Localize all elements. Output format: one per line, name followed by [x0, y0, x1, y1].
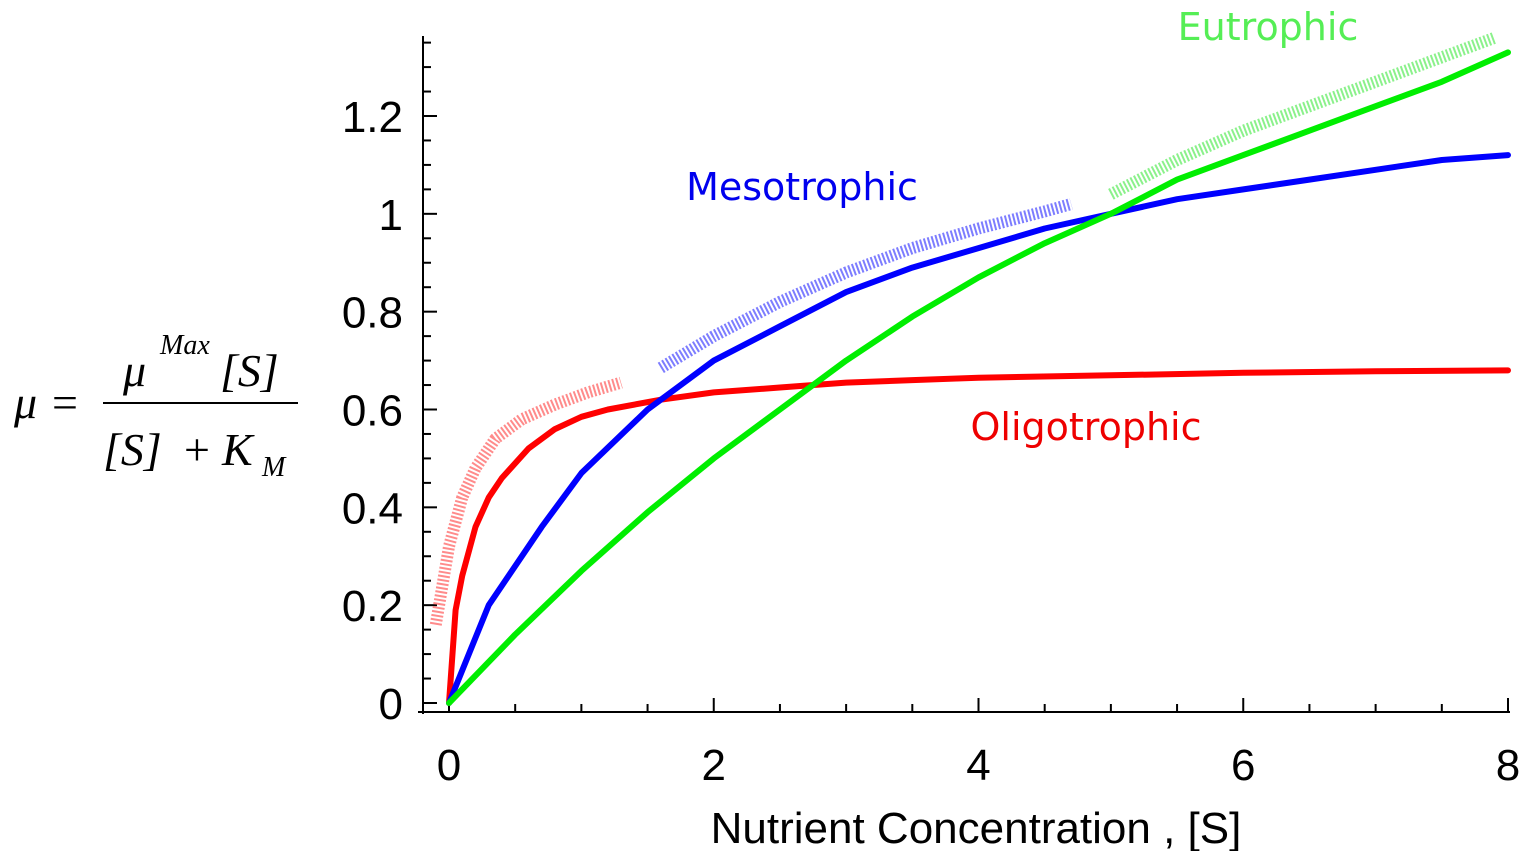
y-tick-label: 0.6 — [342, 387, 403, 436]
formula-equals: = — [52, 377, 78, 428]
series-label-mesotrophic: Mesotrophic — [686, 165, 918, 209]
x-tick-label: 8 — [1496, 741, 1520, 790]
x-tick-label: 4 — [966, 741, 990, 790]
x-axis-title: Nutrient Concentration , [S] — [711, 804, 1242, 851]
series-line-mesotrophic — [446, 152, 1511, 706]
ticks — [423, 41, 1509, 712]
y-axis-formula: μ = μ Max [S] [S] + K M — [13, 330, 298, 483]
y-tick-label: 0.2 — [342, 582, 403, 631]
formula-denominator-plus: + — [184, 424, 210, 475]
y-tick-label: 0.8 — [342, 289, 403, 338]
series-line-eutrophic — [446, 49, 1511, 706]
band-oligotrophic — [429, 376, 623, 626]
x-tick-label: 2 — [702, 741, 726, 790]
formula-denominator-sub: M — [261, 452, 287, 483]
x-tick-label: 0 — [437, 741, 461, 790]
y-tick-label: 0.4 — [342, 484, 403, 533]
series-labels: Eutrophic Mesotrophic Oligotrophic — [686, 5, 1358, 449]
x-tick-label: 6 — [1231, 741, 1255, 790]
formula-denominator-k: K — [221, 424, 255, 475]
formula-numerator-sup: Max — [159, 330, 210, 361]
y-tick-labels: 0 0.2 0.4 0.6 0.8 1 1.2 — [342, 93, 403, 729]
series-label-eutrophic: Eutrophic — [1178, 5, 1359, 49]
series-lines — [446, 49, 1511, 706]
axes — [418, 36, 1510, 714]
series-line-oligotrophic — [446, 367, 1511, 706]
y-tick-label: 1.2 — [342, 93, 403, 142]
band-mesotrophic — [657, 198, 1073, 374]
band-eutrophic — [1108, 32, 1497, 200]
x-tick-labels: 0 2 4 6 8 — [437, 741, 1520, 790]
formula-mu: μ — [13, 377, 37, 428]
series-label-oligotrophic: Oligotrophic — [971, 405, 1202, 449]
y-tick-label: 1 — [379, 191, 403, 240]
formula-numerator-s: [S] — [220, 345, 279, 396]
formula-denominator-s: [S] — [103, 424, 162, 475]
formula-numerator-mu: μ — [122, 345, 146, 396]
y-tick-label: 0 — [379, 680, 403, 729]
annotation-bands — [429, 32, 1497, 626]
